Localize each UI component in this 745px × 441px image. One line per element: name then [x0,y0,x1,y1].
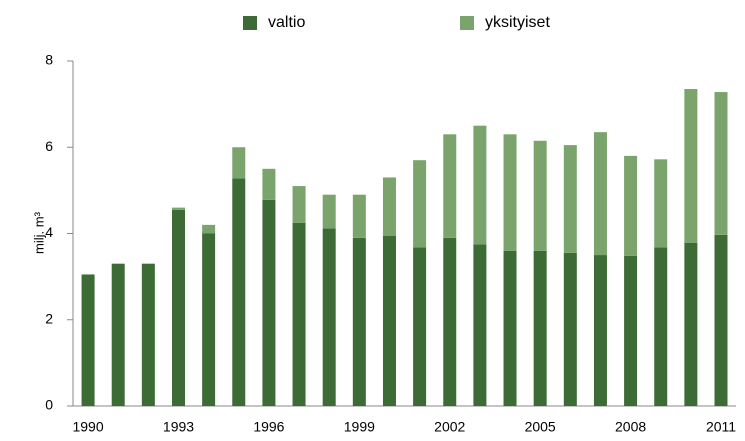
bar-segment [171,209,185,406]
bar-segment [292,222,306,406]
bar-segment [382,235,396,406]
bar-segment [714,234,728,406]
bar-segment [714,92,728,235]
y-tick-label: 8 [45,52,53,68]
bar-segment [322,194,336,229]
bar-segment [563,252,577,406]
bar-segment [292,186,306,223]
bar-segment [262,168,276,200]
y-axis-label: milj. m³ [31,211,46,254]
bar-segment [111,263,125,406]
y-tick-label: 6 [45,138,53,154]
bar-segment [202,224,216,234]
bar-segment [232,178,246,406]
bar-segment [443,237,457,406]
bar-segment [533,140,547,251]
legend-swatch [460,16,474,30]
bar-segment [624,255,638,406]
legend-swatch [243,16,257,30]
x-tick-label: 2002 [434,419,465,435]
bar-segment [593,132,607,256]
bar-segment [262,199,276,406]
bar-segment [443,134,457,238]
bar-segment [563,145,577,253]
bar-segment [473,244,487,406]
bar-segment [352,194,366,238]
legend-label: valtio [268,14,305,31]
y-tick-label: 4 [45,224,53,240]
x-tick-label: 1993 [163,419,194,435]
bar-segment [473,125,487,245]
bar-segment [654,159,668,248]
x-tick-label: 1996 [253,419,284,435]
x-tick-label: 2011 [706,419,736,435]
x-tick-label: 2008 [615,419,646,435]
bar-segment [413,247,427,406]
bar-segment [171,207,185,210]
bar-segment [141,263,155,406]
bar-segment [413,160,427,248]
x-tick-label: 1999 [344,419,375,435]
bar-segment [624,155,638,256]
bar-segment [593,255,607,406]
y-tick-label: 2 [45,310,53,326]
bar-segment [81,274,95,406]
bar-segment [322,228,336,406]
bar-segment [232,147,246,179]
bar-segment [202,233,216,406]
bar-segment [382,177,396,236]
x-tick-label: 2005 [525,419,556,435]
bar-segment [684,89,698,243]
bar-segment [503,134,517,251]
bar-segment [684,242,698,406]
bar-segment [533,250,547,406]
y-tick-label: 0 [45,397,53,413]
legend-label: yksityiset [485,14,550,31]
bar-segment [352,237,366,406]
bar-segment [654,247,668,406]
x-tick-label: 1990 [72,419,103,435]
bar-segment [503,250,517,406]
